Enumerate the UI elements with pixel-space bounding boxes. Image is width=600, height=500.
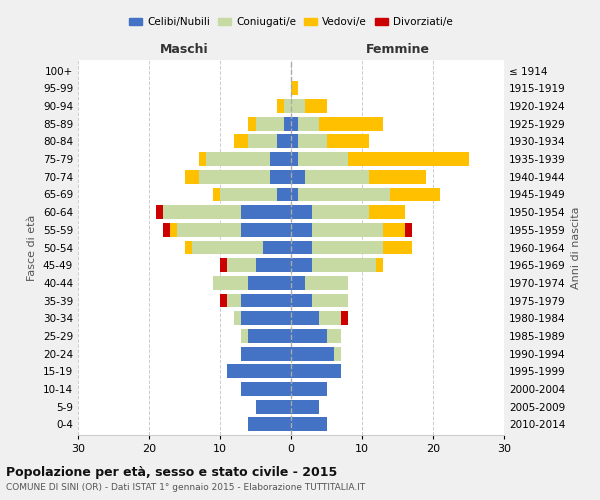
Bar — [241, 223, 291, 236]
Bar — [248, 276, 291, 290]
Bar — [369, 170, 426, 183]
Bar — [220, 258, 227, 272]
Bar — [298, 134, 326, 148]
Bar — [291, 82, 298, 95]
Bar — [170, 223, 178, 236]
Bar — [241, 205, 291, 219]
Bar — [298, 117, 319, 130]
Bar — [291, 418, 326, 432]
Bar — [319, 117, 383, 130]
Bar — [163, 205, 241, 219]
Bar — [248, 418, 291, 432]
Bar — [348, 152, 469, 166]
Bar — [291, 223, 313, 236]
Bar — [270, 170, 291, 183]
Bar — [291, 276, 305, 290]
Bar — [277, 99, 284, 113]
Bar — [291, 329, 326, 343]
Bar — [334, 346, 341, 360]
Bar — [270, 152, 291, 166]
Bar — [263, 240, 291, 254]
Bar — [313, 258, 376, 272]
Bar — [291, 188, 298, 202]
Bar — [227, 258, 256, 272]
Bar — [227, 294, 241, 308]
Bar — [291, 382, 326, 396]
Bar — [277, 134, 291, 148]
Bar — [383, 240, 412, 254]
Bar — [298, 152, 348, 166]
Bar — [191, 240, 263, 254]
Bar — [326, 134, 369, 148]
Bar — [313, 294, 348, 308]
Bar — [241, 382, 291, 396]
Bar — [199, 170, 270, 183]
Bar — [305, 99, 326, 113]
Bar — [404, 223, 412, 236]
Bar — [291, 170, 305, 183]
Bar — [241, 312, 291, 325]
Bar — [341, 312, 348, 325]
Bar — [291, 240, 313, 254]
Bar — [291, 400, 319, 413]
Bar — [248, 117, 256, 130]
Bar — [319, 312, 341, 325]
Y-axis label: Anni di nascita: Anni di nascita — [571, 206, 581, 289]
Bar — [291, 117, 298, 130]
Bar — [163, 223, 170, 236]
Bar — [313, 223, 383, 236]
Bar — [256, 258, 291, 272]
Bar — [156, 205, 163, 219]
Bar — [305, 170, 369, 183]
Bar — [227, 364, 291, 378]
Bar — [326, 329, 341, 343]
Bar — [291, 346, 334, 360]
Bar — [376, 258, 383, 272]
Bar — [305, 276, 348, 290]
Text: Popolazione per età, sesso e stato civile - 2015: Popolazione per età, sesso e stato civil… — [6, 466, 337, 479]
Bar — [220, 188, 277, 202]
Y-axis label: Fasce di età: Fasce di età — [28, 214, 37, 280]
Bar — [199, 152, 206, 166]
Bar — [291, 134, 298, 148]
Bar — [256, 400, 291, 413]
Bar — [256, 117, 284, 130]
Bar — [220, 294, 227, 308]
Bar — [369, 205, 404, 219]
Bar — [391, 188, 440, 202]
Text: Femmine: Femmine — [365, 44, 430, 57]
Bar — [206, 152, 270, 166]
Bar — [291, 205, 313, 219]
Bar — [248, 329, 291, 343]
Bar — [213, 276, 248, 290]
Bar — [178, 223, 241, 236]
Bar — [241, 346, 291, 360]
Text: Maschi: Maschi — [160, 44, 209, 57]
Bar — [284, 99, 291, 113]
Legend: Celibi/Nubili, Coniugati/e, Vedovi/e, Divorziati/e: Celibi/Nubili, Coniugati/e, Vedovi/e, Di… — [125, 12, 457, 31]
Bar — [291, 152, 298, 166]
Bar — [248, 134, 277, 148]
Bar — [383, 223, 404, 236]
Bar — [291, 364, 341, 378]
Bar — [213, 188, 220, 202]
Bar — [185, 170, 199, 183]
Bar — [234, 134, 248, 148]
Bar — [313, 240, 383, 254]
Bar — [313, 205, 369, 219]
Bar — [185, 240, 191, 254]
Bar — [291, 312, 319, 325]
Bar — [241, 329, 248, 343]
Bar — [291, 99, 305, 113]
Bar — [291, 258, 313, 272]
Bar — [277, 188, 291, 202]
Bar — [284, 117, 291, 130]
Text: COMUNE DI SINI (OR) - Dati ISTAT 1° gennaio 2015 - Elaborazione TUTTITALIA.IT: COMUNE DI SINI (OR) - Dati ISTAT 1° genn… — [6, 483, 365, 492]
Bar — [241, 294, 291, 308]
Bar — [298, 188, 391, 202]
Bar — [234, 312, 241, 325]
Bar — [291, 294, 313, 308]
